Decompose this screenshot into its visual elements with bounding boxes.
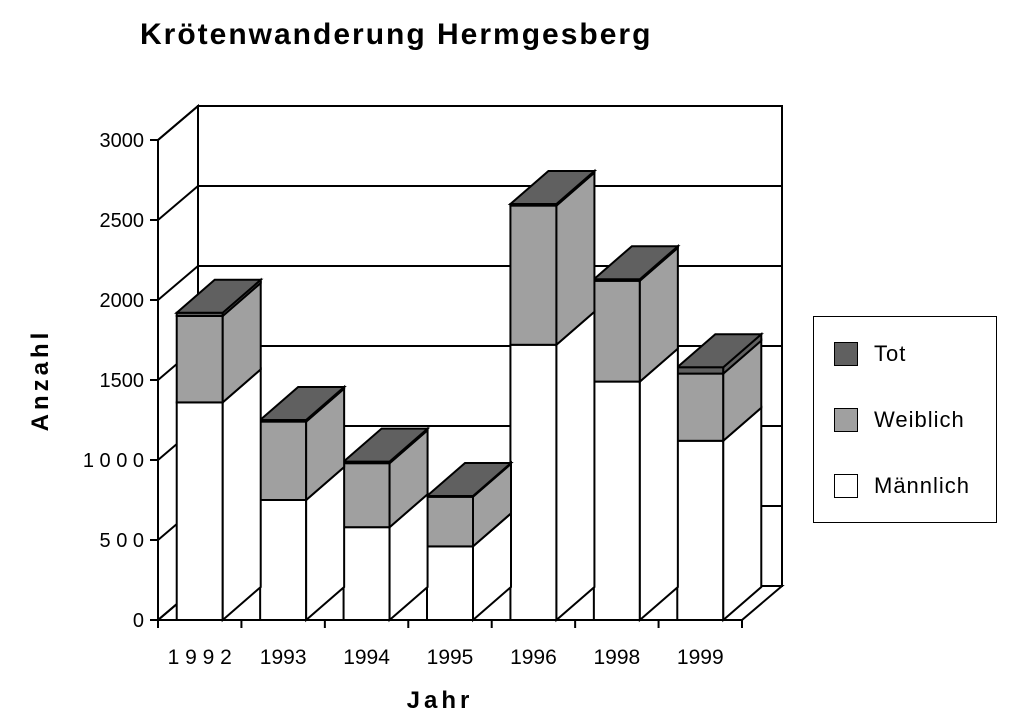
x-tick-label: 1 9 9 2 <box>168 646 232 669</box>
bar-weiblich-1995 <box>426 495 474 548</box>
bar-side <box>555 309 596 623</box>
y-tick-label: 3000 <box>100 130 145 152</box>
bar-weiblich-1994 <box>342 462 391 529</box>
x-tick-label: 1999 <box>677 646 724 669</box>
bar-top <box>507 170 598 205</box>
legend-label: Tot <box>874 341 907 366</box>
bar-top <box>257 386 347 421</box>
chart-title: Krötenwanderung Hermgesberg <box>140 18 653 51</box>
x-tick-label: 1995 <box>427 646 474 669</box>
gridline <box>157 105 782 141</box>
bar-side <box>722 405 763 623</box>
legend-swatch <box>834 474 858 498</box>
legend-label: Weiblich <box>874 407 965 432</box>
x-tick-label: 1998 <box>593 646 640 669</box>
bar-weiblich-1992 <box>175 315 224 404</box>
y-tick-label: 1500 <box>100 370 145 392</box>
x-tick-label: 1994 <box>343 646 390 669</box>
y-axis-title: Anzahl <box>27 329 54 432</box>
chart-legend: Tot Weiblich Männlich <box>813 316 997 523</box>
x-tick-label: 1993 <box>260 646 307 669</box>
y-tick-label: 2000 <box>100 290 145 312</box>
legend-swatch <box>834 408 858 432</box>
bar-männlich-1995 <box>426 545 474 622</box>
bar-top <box>674 333 764 369</box>
bar-weiblich-1996 <box>509 204 558 346</box>
x-tick-label: 1996 <box>510 646 557 669</box>
legend-label: Männlich <box>874 473 971 498</box>
legend-item: Tot <box>834 339 906 369</box>
bar-top <box>591 245 681 281</box>
bar-männlich-1996 <box>509 343 558 621</box>
bar-weiblich-1999 <box>676 372 725 442</box>
bar-weiblich-1993 <box>259 420 308 502</box>
bar-weiblich-1998 <box>592 279 641 383</box>
bar-männlich-1998 <box>592 380 641 621</box>
legend-swatch <box>834 342 858 366</box>
bar-männlich-1999 <box>676 439 725 621</box>
x-axis-title: Jahr <box>407 687 474 714</box>
legend-item: Männlich <box>834 471 970 501</box>
y-tick-label: 2500 <box>100 210 145 232</box>
y-tick-label: 5 0 0 <box>100 530 144 552</box>
bar-männlich-1994 <box>342 526 391 622</box>
bar-side <box>221 367 262 623</box>
legend-item: Weiblich <box>834 405 965 435</box>
bar-top <box>340 427 431 463</box>
bar-side <box>638 346 679 623</box>
y-tick-label: 1 0 0 0 <box>83 450 144 472</box>
bar-männlich-1993 <box>259 499 308 621</box>
bar-männlich-1992 <box>175 401 224 621</box>
bar-top <box>174 278 264 314</box>
y-tick-label: 0 <box>133 610 144 632</box>
bar-top <box>424 462 514 497</box>
